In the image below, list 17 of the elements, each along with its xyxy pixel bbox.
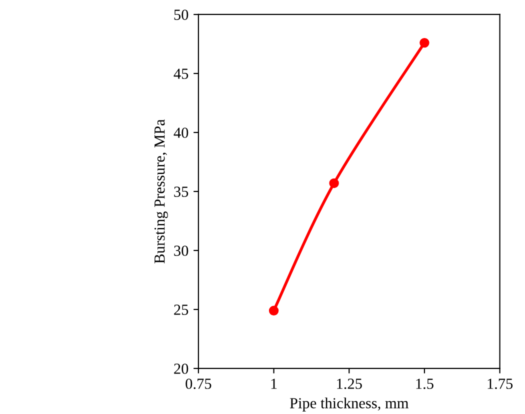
x-tick-label: 0.75 [186,378,212,389]
y-tick-label: 35 [174,186,188,197]
x-tick-label: 1.75 [488,378,513,389]
y-tick-label: 30 [174,246,188,256]
x-axis-title: Pipe thickness, mm [290,398,409,412]
y-tick-label: 25 [174,304,188,315]
y-tick-label: 45 [174,68,188,79]
point [329,178,339,188]
y-axis-title: Bursting Pressure, MPa [154,119,168,264]
x-tick-label: 1.5 [416,378,434,389]
y-tick-label: 50 [174,10,188,20]
point [268,306,279,316]
point [420,38,430,48]
y-tick-label: 20 [174,364,188,374]
x-tick-label: 1 [271,378,277,389]
x-tick-label: 1.25 [337,378,362,389]
y-tick-label: 40 [174,128,188,138]
